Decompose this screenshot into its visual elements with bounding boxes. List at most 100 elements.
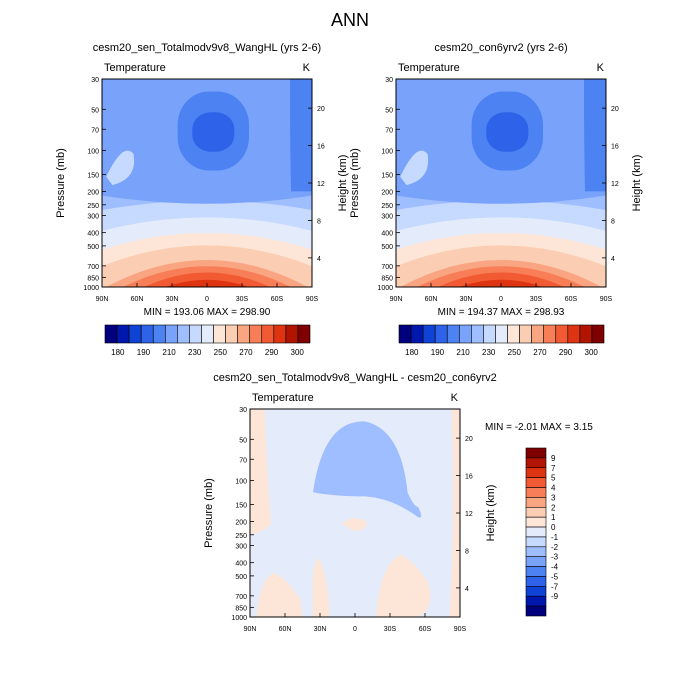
y-tick-label: 30 [239, 407, 247, 414]
y-tick-label: 500 [381, 244, 393, 251]
y-tick-label: 100 [381, 148, 393, 155]
contour-fill [312, 558, 330, 617]
y-tick-label: 300 [381, 214, 393, 221]
units-label: K [597, 62, 605, 74]
colorbar-box [116, 324, 130, 344]
chart-title: cesm20_sen_Totalmodv9v8_WangHL - cesm20_… [213, 372, 497, 384]
colorbar-label: 190 [431, 348, 445, 357]
colorbar-label: 250 [508, 348, 522, 357]
contour-fill [192, 112, 235, 152]
colorbar-box [213, 324, 226, 344]
colorbar-box [591, 324, 605, 344]
y2-tick-label: 4 [465, 586, 469, 593]
colorbar-label: -7 [551, 582, 559, 591]
y-tick-label: 150 [381, 172, 393, 179]
y-axis-label: Pressure (mb) [203, 478, 215, 548]
colorbar-box [495, 324, 508, 344]
colorbar-label: -3 [551, 553, 559, 562]
contour-fill [449, 409, 460, 617]
colorbar-box [483, 324, 496, 344]
x-tick-label: 90S [306, 296, 319, 303]
y-tick-label: 200 [235, 520, 247, 527]
y2-tick-label: 16 [465, 474, 473, 481]
contour-fill [486, 112, 529, 152]
x-tick-label: 0 [353, 626, 357, 633]
x-tick-label: 60N [279, 626, 292, 633]
colorbar-label: 1 [551, 513, 556, 522]
colorbar-box [525, 556, 547, 567]
y-tick-label: 50 [91, 107, 99, 114]
contour-field [250, 409, 460, 617]
colorbar-box [525, 516, 547, 528]
colorbar-label: 300 [291, 348, 305, 357]
min-max-stats: MIN = -2.01 MAX = 3.15 [485, 422, 593, 433]
min-max-stats: MIN = 194.37 MAX = 298.93 [438, 307, 565, 318]
colorbar-box [525, 526, 547, 538]
colorbar-box [410, 324, 424, 344]
x-tick-label: 60S [271, 296, 284, 303]
colorbar-label: 230 [188, 348, 202, 357]
colorbar-box [579, 324, 593, 344]
y-tick-label: 30 [91, 77, 99, 84]
colorbar-box [525, 546, 547, 558]
colorbar-label: 180 [405, 348, 419, 357]
y2-tick-label: 16 [317, 144, 325, 151]
y-tick-label: 50 [385, 107, 393, 114]
colorbar-label: 4 [551, 484, 556, 493]
y-tick-label: 700 [87, 264, 99, 271]
y2-tick-label: 20 [611, 106, 619, 113]
colorbar-box [285, 324, 299, 344]
colorbar-label: 270 [533, 348, 547, 357]
colorbar-box [525, 605, 547, 617]
y-tick-label: 250 [87, 203, 99, 210]
x-tick-label: 90S [454, 626, 467, 633]
colorbar-box [104, 324, 118, 344]
y-tick-label: 400 [381, 231, 393, 238]
x-tick-label: 60S [419, 626, 432, 633]
y-tick-label: 100 [235, 478, 247, 485]
x-tick-label: 60N [425, 296, 438, 303]
y-tick-label: 500 [235, 574, 247, 581]
field-label: Temperature [104, 62, 166, 74]
x-tick-label: 0 [499, 296, 503, 303]
colorbar-box [525, 506, 547, 518]
colorbar-box [525, 586, 547, 597]
colorbar-box [164, 324, 178, 344]
colorbar-label: 210 [162, 348, 176, 357]
colorbar-label: 9 [551, 454, 556, 463]
y-tick-label: 1000 [231, 615, 247, 622]
colorbar-box [398, 324, 412, 344]
colorbar-box [177, 324, 190, 344]
y2-tick-label: 8 [465, 548, 469, 555]
contour-field [396, 79, 606, 287]
x-tick-label: 90N [96, 296, 109, 303]
y-tick-label: 850 [381, 275, 393, 282]
y-tick-label: 200 [87, 190, 99, 197]
y2-tick-label: 16 [611, 144, 619, 151]
colorbar-label: 190 [137, 348, 151, 357]
colorbar-box [458, 324, 472, 344]
y2-tick-label: 20 [465, 436, 473, 443]
y2-tick-label: 4 [611, 256, 615, 263]
y-tick-label: 50 [239, 437, 247, 444]
colorbar-label: -5 [551, 572, 559, 581]
y-tick-label: 200 [381, 190, 393, 197]
figure-title: ANN [330, 10, 369, 30]
contour-fill [376, 554, 431, 617]
x-tick-label: 30N [166, 296, 179, 303]
y2-tick-label: 4 [317, 256, 321, 263]
colorbar-box [152, 324, 166, 344]
y-tick-label: 300 [87, 214, 99, 221]
x-tick-label: 30S [530, 296, 543, 303]
contour-fill [106, 150, 135, 186]
colorbar-label: 270 [239, 348, 253, 357]
units-label: K [303, 62, 311, 74]
colorbar-label: 290 [559, 348, 573, 357]
colorbar-label: 2 [551, 503, 556, 512]
y2-tick-label: 12 [317, 181, 325, 188]
colorbar-box [446, 324, 460, 344]
y-tick-label: 1000 [83, 285, 99, 292]
